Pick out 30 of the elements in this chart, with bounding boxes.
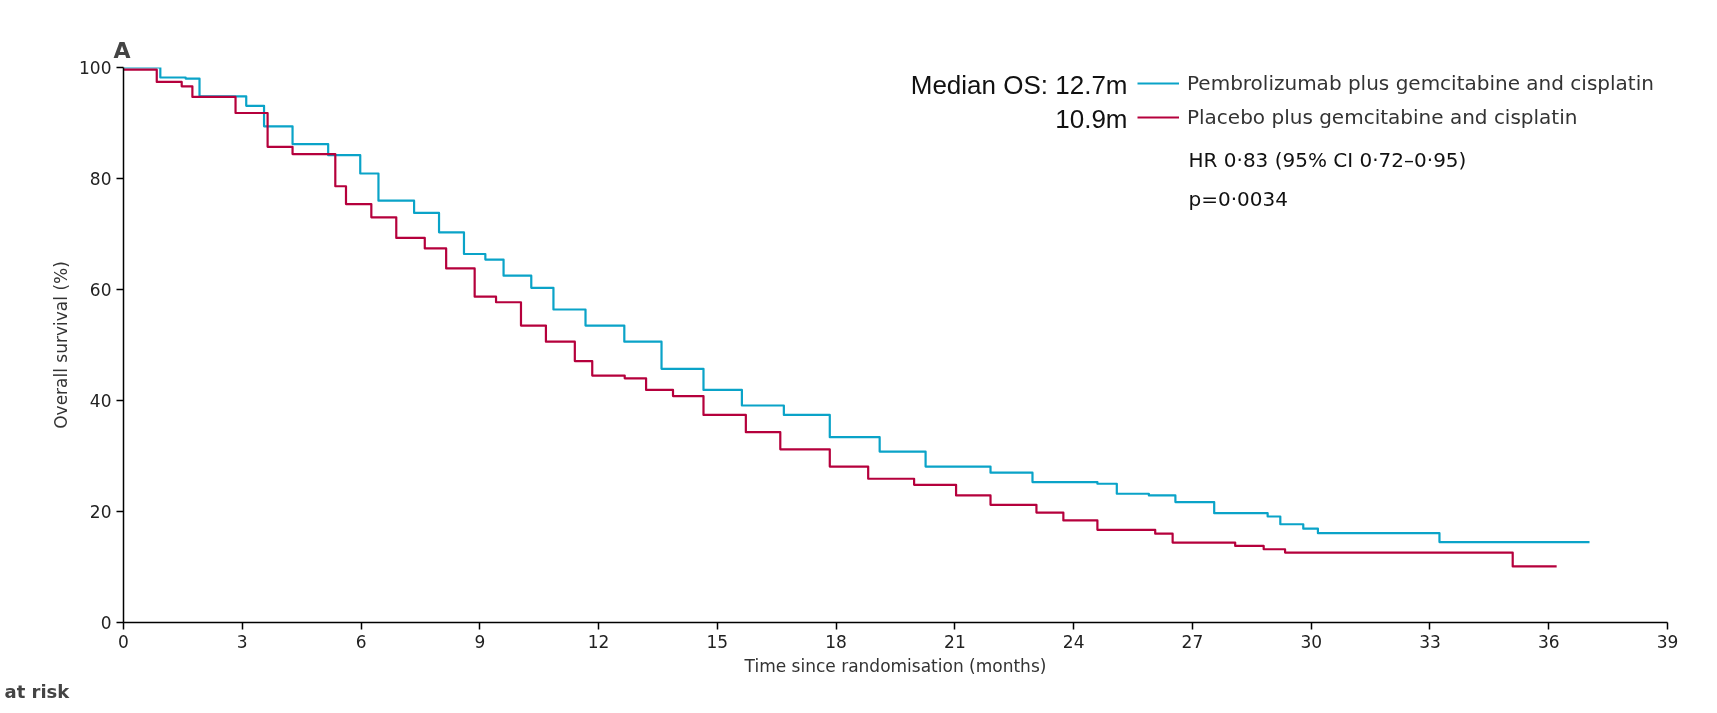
x-tick-label: 0 [118, 631, 129, 652]
y-tick-label: 40 [89, 391, 112, 411]
annotation: HR 0·83 (95% CI 0·72–0·95) [1188, 147, 1467, 172]
x-tick-label: 39 [1656, 631, 1679, 652]
annotation: Median OS: 12.7m [910, 69, 1128, 100]
annotation: 10.9m [1055, 103, 1128, 134]
y-tick-label: 60 [89, 280, 112, 300]
x-tick-label: 15 [706, 631, 729, 652]
legend-label: Pembrolizumab plus gemcitabine and cisplatin [1187, 71, 1654, 95]
x-tick-label: 30 [1300, 631, 1323, 652]
x-tick-label: 21 [944, 631, 966, 652]
y-tick-label: 80 [89, 169, 112, 189]
x-tick-label: 24 [1062, 631, 1085, 652]
y-axis-title: Overall survival (%) [51, 261, 72, 429]
chart-title: A [113, 37, 131, 63]
x-tick-label: 12 [587, 631, 610, 652]
x-tick-label: 9 [474, 631, 486, 652]
y-tick-label: 0 [100, 613, 112, 633]
x-tick-label: 18 [825, 631, 847, 652]
x-tick-label: 36 [1537, 631, 1560, 652]
x-tick-label: 27 [1181, 631, 1204, 652]
legend-label: Placebo plus gemcitabine and cisplatin [1187, 105, 1578, 129]
x-tick-label: 33 [1419, 631, 1441, 652]
text: at risk [4, 680, 71, 702]
y-tick-label: 20 [89, 502, 112, 522]
annotation: p=0·0034 [1188, 186, 1288, 211]
x-tick-label: 6 [355, 631, 367, 652]
y-tick-label: 100 [79, 58, 112, 78]
x-tick-label: 3 [236, 631, 248, 652]
x-axis-title: Time since randomisation (months) [743, 655, 1047, 676]
